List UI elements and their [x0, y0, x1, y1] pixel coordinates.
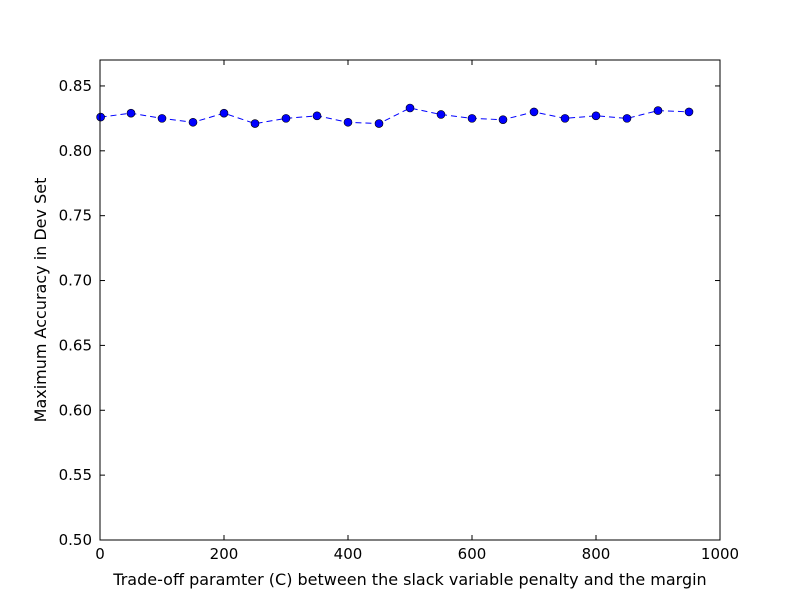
y-tick-label: 0.60 — [59, 401, 92, 419]
data-point — [250, 119, 260, 128]
y-axis-label: Maximum Accuracy in Dev Set — [31, 178, 50, 423]
data-point — [343, 117, 353, 127]
data-point — [529, 107, 539, 117]
data-point — [157, 114, 167, 123]
y-tick-label: 0.50 — [59, 531, 92, 549]
data-point — [436, 110, 446, 119]
series-layer — [96, 103, 694, 128]
x-tick-label: 1000 — [701, 545, 739, 563]
plot-frame — [99, 59, 721, 541]
y-tick-label: 0.75 — [59, 207, 92, 225]
x-tick-label: 800 — [582, 545, 611, 563]
x-tick-label: 600 — [458, 545, 487, 563]
tick-labels-layer: 0 200 400 600 800 1000 0.50 0.55 0.60 0.65 0.70 0.7… — [59, 77, 740, 563]
x-tick-label: 0 — [95, 545, 105, 563]
data-point — [622, 114, 632, 123]
x-axis-label: Trade-off paramter (C) between the slack… — [112, 570, 706, 589]
data-point — [467, 114, 477, 123]
series-line — [100, 107, 690, 125]
x-tick-label: 400 — [334, 545, 363, 563]
data-point — [684, 107, 694, 117]
data-point — [653, 106, 663, 115]
y-tick-label: 0.85 — [59, 77, 92, 95]
data-point — [405, 103, 415, 113]
data-point — [126, 108, 136, 118]
data-point — [96, 112, 105, 122]
data-point — [281, 114, 291, 123]
y-tick-label: 0.55 — [59, 466, 92, 484]
data-point — [312, 111, 322, 121]
data-point — [188, 117, 198, 127]
plot-background — [100, 60, 720, 540]
y-tick-label: 0.80 — [59, 142, 92, 160]
x-tick-label: 200 — [210, 545, 239, 563]
data-point — [498, 115, 508, 124]
data-point — [219, 108, 229, 118]
data-point — [374, 119, 384, 128]
y-tick-label: 0.70 — [59, 272, 92, 290]
y-tick-label: 0.65 — [59, 336, 92, 354]
data-point — [560, 114, 570, 123]
data-point — [591, 111, 601, 121]
